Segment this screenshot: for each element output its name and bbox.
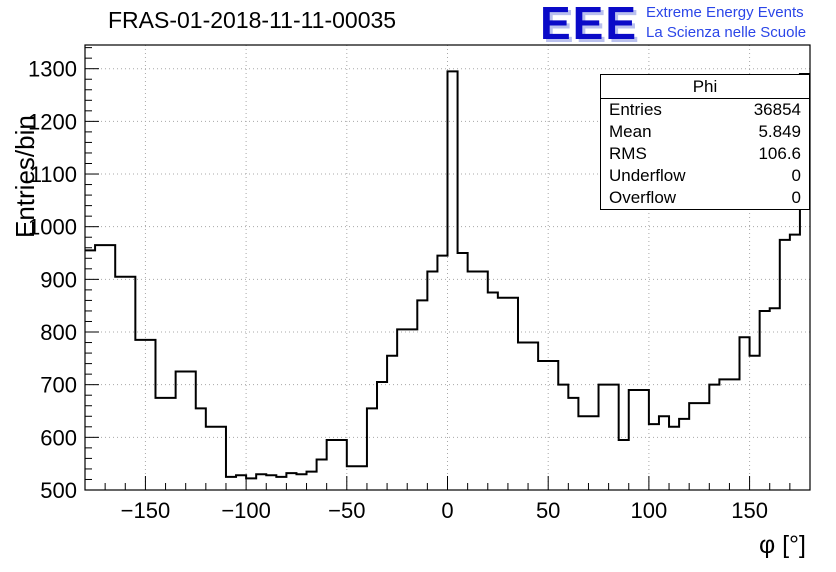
- stats-value: 36854: [753, 100, 801, 119]
- x-axis-title: φ [°]: [758, 531, 806, 559]
- eee-logo: EEE Extreme Energy Events La Scienza nel…: [540, 0, 806, 46]
- svg-text:150: 150: [731, 498, 768, 523]
- svg-text:500: 500: [40, 478, 77, 503]
- eee-logo-subtitle: Extreme Energy Events La Scienza nelle S…: [646, 0, 806, 42]
- svg-text:1100: 1100: [30, 162, 77, 187]
- svg-text:600: 600: [40, 425, 77, 450]
- histogram-line: [85, 70, 810, 480]
- stats-row-overflow: Overflow 0: [601, 187, 809, 209]
- stats-value: 106.6: [758, 144, 801, 163]
- svg-text:1200: 1200: [28, 109, 77, 134]
- eee-logo-line2: La Scienza nelle Scuole: [646, 23, 807, 41]
- stats-row-underflow: Underflow 0: [601, 165, 809, 187]
- svg-text:−50: −50: [328, 498, 365, 523]
- eee-logo-text: EEE: [540, 0, 639, 49]
- stats-label: Underflow: [609, 166, 686, 185]
- svg-text:100: 100: [631, 498, 668, 523]
- stats-value: 5.849: [758, 122, 801, 141]
- stats-title: Phi: [601, 75, 809, 99]
- svg-text:−150: −150: [121, 498, 171, 523]
- svg-text:900: 900: [40, 267, 77, 292]
- stats-box: Phi Entries 36854 Mean 5.849 RMS 106.6 U…: [600, 74, 810, 210]
- stats-row-rms: RMS 106.6: [601, 143, 809, 165]
- eee-logo-line1: Extreme Energy Events: [646, 4, 804, 21]
- svg-text:1300: 1300: [28, 57, 77, 82]
- axis-ticks: [85, 47, 791, 491]
- stats-row-mean: Mean 5.849: [601, 121, 809, 143]
- svg-text:1000: 1000: [28, 215, 77, 240]
- plot-title: FRAS-01-2018-11-11-00035: [108, 7, 397, 33]
- y-axis-title: Entries/bin: [10, 115, 40, 238]
- axis-tick-labels: −150 −100 −50 0 50 100 150 500 600 700 800 900 1000 1…: [28, 57, 768, 523]
- svg-text:0: 0: [441, 498, 453, 523]
- plot-frame: [84, 44, 811, 491]
- stats-label: Mean: [609, 122, 652, 141]
- stats-value: 0: [791, 188, 801, 207]
- svg-text:−100: −100: [221, 498, 271, 523]
- stats-label: RMS: [609, 144, 647, 163]
- svg-text:800: 800: [40, 320, 77, 345]
- stats-label: Overflow: [609, 188, 677, 207]
- stats-value: 0: [791, 166, 801, 185]
- svg-text:50: 50: [536, 498, 560, 523]
- stats-label: Entries: [609, 100, 662, 119]
- stats-row-entries: Entries 36854: [601, 99, 809, 121]
- svg-text:700: 700: [40, 373, 77, 398]
